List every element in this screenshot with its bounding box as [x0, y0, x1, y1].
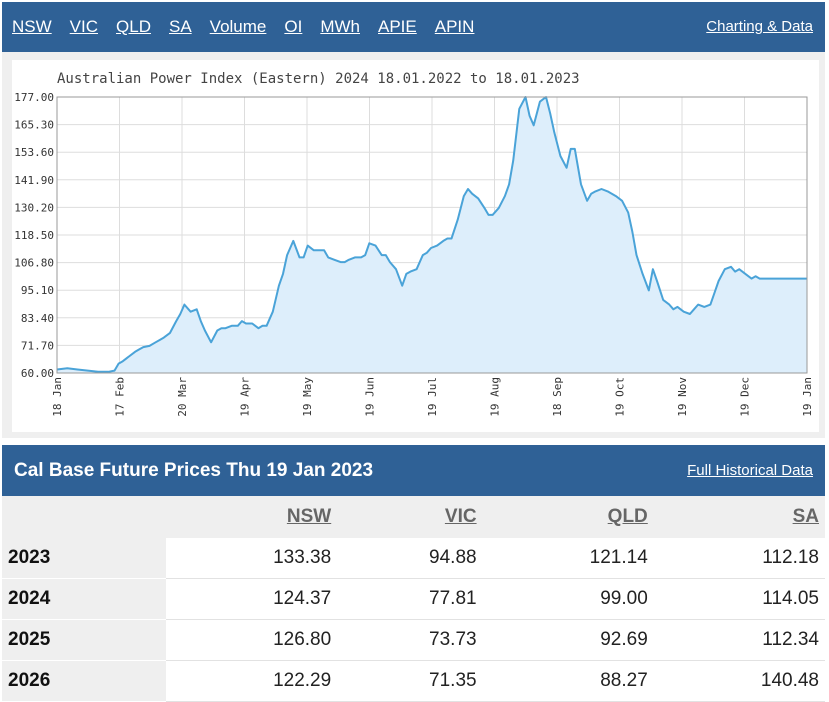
cell-vic: 71.35 [337, 660, 483, 702]
price-index-chart: Australian Power Index (Eastern) 2024 18… [14, 71, 814, 417]
cell-sa: 114.05 [653, 578, 825, 620]
x-tick-label: 19 Jun [364, 377, 377, 417]
chart-canvas: Australian Power Index (Eastern) 2024 18… [12, 60, 819, 432]
row-year: 2024 [2, 578, 166, 620]
x-tick-label: 19 Oct [614, 377, 627, 417]
y-tick-label: 60.00 [21, 367, 54, 380]
top-nav-bar: NSW VIC QLD SA Volume OI MWh APIE APIN C… [2, 2, 825, 52]
column-header-nsw: NSW [166, 496, 338, 538]
cell-nsw: 126.80 [166, 619, 338, 661]
column-header-vic: VIC [337, 496, 483, 538]
x-tick-label: 18 Sep [551, 377, 564, 417]
chart-panel: Australian Power Index (Eastern) 2024 18… [2, 52, 825, 438]
table-header-bar: Cal Base Future Prices Thu 19 Jan 2023 F… [2, 445, 825, 496]
table-row: 2024 124.37 77.81 99.00 114.05 [2, 578, 825, 620]
series-area-fill [57, 97, 807, 373]
nav-link-qld[interactable]: QLD [116, 17, 151, 36]
chart-title: Australian Power Index (Eastern) 2024 18… [57, 71, 580, 87]
x-tick-label: 17 Feb [114, 377, 127, 417]
column-link-sa[interactable]: SA [792, 506, 819, 527]
cell-qld: 121.14 [482, 538, 654, 579]
row-year: 2023 [2, 538, 166, 579]
cell-vic: 94.88 [337, 538, 483, 579]
x-tick-label: 20 Mar [176, 377, 189, 417]
table-row: 2025 126.80 73.73 92.69 112.34 [2, 619, 825, 661]
column-link-qld[interactable]: QLD [607, 506, 648, 527]
nav-link-apin[interactable]: APIN [434, 17, 475, 36]
nav-link-vic[interactable]: VIC [69, 17, 99, 36]
cell-qld: 88.27 [482, 660, 654, 702]
region-nav: NSW VIC QLD SA Volume OI MWh APIE APIN [12, 17, 492, 37]
cell-qld: 92.69 [482, 619, 654, 661]
row-year: 2026 [2, 660, 166, 702]
cell-sa: 112.34 [653, 619, 825, 661]
x-tick-label: 19 Apr [239, 377, 252, 417]
x-tick-label: 19 Dec [739, 377, 752, 417]
cell-nsw: 133.38 [166, 538, 338, 579]
table-title: Cal Base Future Prices Thu 19 Jan 2023 [14, 460, 374, 481]
header-year-cell [2, 496, 166, 538]
y-tick-label: 106.80 [14, 257, 54, 270]
y-tick-label: 130.20 [14, 201, 54, 214]
x-tick-label: 19 Jan [801, 377, 814, 417]
y-tick-label: 165.30 [14, 119, 54, 132]
x-tick-label: 19 Nov [676, 377, 689, 417]
nav-link-sa[interactable]: SA [168, 17, 192, 36]
nav-link-nsw[interactable]: NSW [12, 17, 52, 36]
x-tick-label: 19 Jul [426, 377, 439, 417]
charting-data-link[interactable]: Charting & Data [706, 18, 813, 35]
table-row: 2023 133.38 94.88 121.14 112.18 [2, 538, 825, 579]
x-tick-label: 19 May [301, 377, 314, 417]
y-tick-label: 71.70 [21, 339, 54, 352]
cell-nsw: 122.29 [166, 660, 338, 702]
y-tick-label: 95.10 [21, 284, 54, 297]
cell-sa: 112.18 [653, 538, 825, 579]
nav-link-mwh[interactable]: MWh [320, 17, 360, 36]
cell-nsw: 124.37 [166, 578, 338, 620]
cell-sa: 140.48 [653, 660, 825, 702]
column-link-vic[interactable]: VIC [444, 506, 477, 527]
nav-link-apie[interactable]: APIE [378, 17, 417, 36]
x-tick-label: 19 Aug [489, 377, 502, 417]
column-header-sa: SA [653, 496, 825, 538]
y-tick-label: 153.60 [14, 146, 54, 159]
y-tick-label: 83.40 [21, 312, 54, 325]
cell-vic: 77.81 [337, 578, 483, 620]
row-year: 2025 [2, 619, 166, 661]
nav-link-oi[interactable]: OI [284, 17, 303, 36]
cell-vic: 73.73 [337, 619, 483, 661]
y-tick-label: 141.90 [14, 174, 54, 187]
column-header-qld: QLD [482, 496, 654, 538]
x-tick-label: 18 Jan [51, 377, 64, 417]
cell-qld: 99.00 [482, 578, 654, 620]
full-historical-data-link[interactable]: Full Historical Data [687, 462, 813, 479]
plot-border [56, 96, 808, 374]
table-row: 2026 122.29 71.35 88.27 140.48 [2, 660, 825, 702]
table-header-row: NSW VIC QLD SA [2, 496, 825, 538]
series-line [56, 96, 807, 373]
futures-price-table: NSW VIC QLD SA 2023 133.38 94.88 121.14 … [2, 496, 825, 702]
y-tick-label: 118.50 [14, 229, 54, 242]
y-tick-label: 177.00 [14, 91, 54, 104]
column-link-nsw[interactable]: NSW [286, 506, 332, 527]
nav-link-volume[interactable]: Volume [209, 17, 267, 36]
